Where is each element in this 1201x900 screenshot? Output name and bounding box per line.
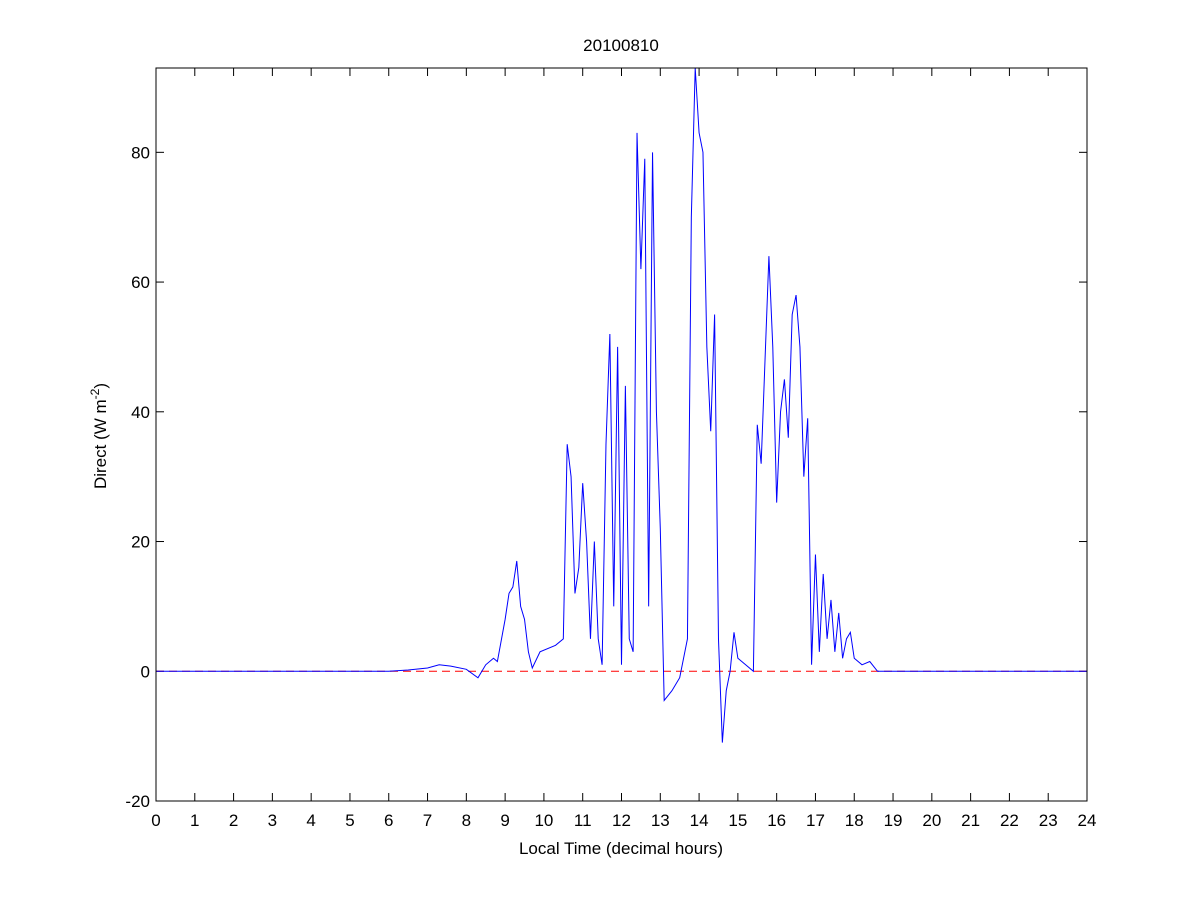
x-tick-label: 12 bbox=[612, 811, 631, 830]
x-tick-label: 10 bbox=[534, 811, 553, 830]
x-tick-label: 14 bbox=[690, 811, 709, 830]
x-tick-label: 21 bbox=[961, 811, 980, 830]
y-tick-label: 80 bbox=[131, 143, 150, 162]
x-tick-label: 9 bbox=[500, 811, 509, 830]
x-tick-label: 24 bbox=[1078, 811, 1097, 830]
y-tick-label: -20 bbox=[125, 792, 150, 811]
y-tick-label: 20 bbox=[131, 533, 150, 552]
x-tick-label: 7 bbox=[423, 811, 432, 830]
x-tick-label: 23 bbox=[1039, 811, 1058, 830]
data-line bbox=[156, 67, 1087, 743]
y-tick-label: 60 bbox=[131, 273, 150, 292]
x-tick-label: 19 bbox=[884, 811, 903, 830]
x-tick-label: 8 bbox=[462, 811, 471, 830]
y-tick-label: 40 bbox=[131, 403, 150, 422]
x-tick-label: 3 bbox=[268, 811, 277, 830]
y-label-suffix: ) bbox=[91, 383, 110, 389]
x-tick-label: 11 bbox=[574, 811, 592, 830]
chart-title: 20100810 bbox=[583, 36, 659, 55]
x-axis-label: Local Time (decimal hours) bbox=[519, 839, 723, 858]
x-tick-label: 13 bbox=[651, 811, 670, 830]
y-label-sup: -2 bbox=[88, 388, 102, 399]
y-tick-label: 0 bbox=[141, 662, 150, 681]
x-tick-label: 4 bbox=[306, 811, 315, 830]
x-tick-label: 1 bbox=[190, 811, 199, 830]
x-tick-label: 2 bbox=[229, 811, 238, 830]
plot-frame bbox=[155, 67, 1088, 802]
y-axis-label: Direct (W m-2) bbox=[88, 383, 110, 489]
x-tick-label: 20 bbox=[922, 811, 941, 830]
x-tick-label: 5 bbox=[345, 811, 354, 830]
x-tick-label: 0 bbox=[151, 811, 160, 830]
x-tick-label: 22 bbox=[1000, 811, 1019, 830]
x-tick-label: 18 bbox=[845, 811, 864, 830]
x-tick-label: 15 bbox=[728, 811, 747, 830]
y-label-text: Direct (W m bbox=[91, 399, 110, 489]
x-tick-label: 6 bbox=[384, 811, 393, 830]
x-tick-label: 17 bbox=[806, 811, 825, 830]
x-tick-label: 16 bbox=[767, 811, 786, 830]
